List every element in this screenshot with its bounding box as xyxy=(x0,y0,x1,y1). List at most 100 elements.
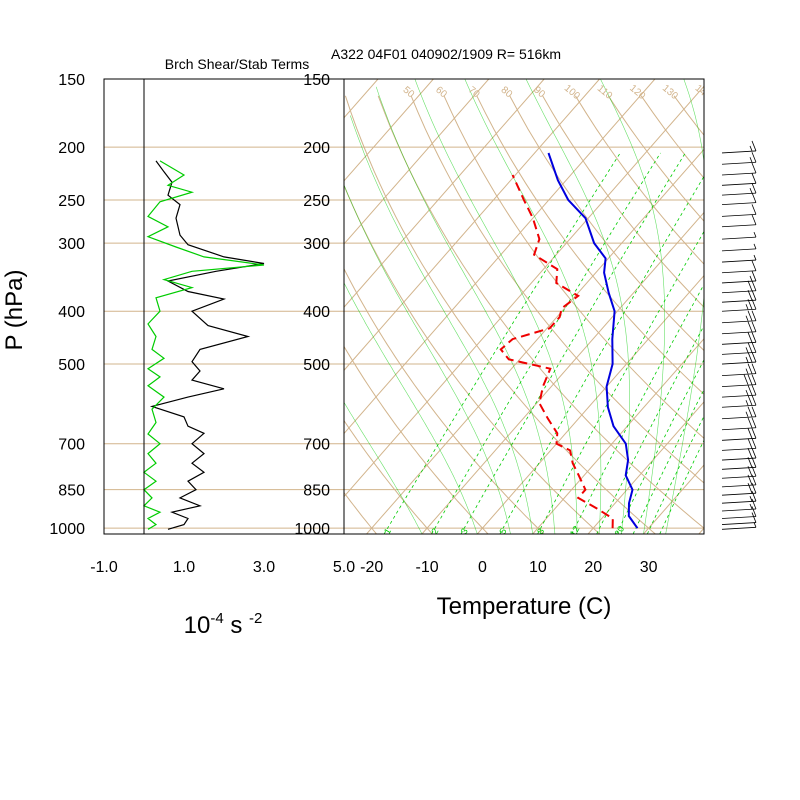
wind-barb-3 xyxy=(721,173,757,186)
mixing-ratio-lines xyxy=(383,152,704,534)
left-series-layer xyxy=(142,160,265,530)
mixing-ratio-line-5 xyxy=(499,175,704,534)
dry-adiabat-label-150: 150 xyxy=(725,83,745,102)
stab-line xyxy=(142,160,265,530)
wind-barb-full-feather xyxy=(751,342,757,353)
x-axis-label-exp1: -4 xyxy=(210,610,223,627)
wind-barb-half-feather xyxy=(745,389,749,396)
wind-barb-staff xyxy=(721,526,757,530)
moist-adiabat-10 xyxy=(350,115,533,534)
mixing-ratio-line-3 xyxy=(460,152,686,534)
wind-barb-full-feather xyxy=(751,457,757,468)
moist-adiabat-0 xyxy=(344,282,478,534)
wind-barb-15 xyxy=(721,299,757,312)
wind-barb-21 xyxy=(721,363,757,376)
skewt-x-tick--20: -20 xyxy=(360,559,383,576)
dry-adiabat-30 xyxy=(344,95,656,534)
wind-barb-staff xyxy=(721,280,757,284)
wind-barb-full-feather xyxy=(751,152,757,163)
mixing-ratio-line-24 xyxy=(632,388,704,534)
skewt-x-tick-10: 10 xyxy=(529,559,547,576)
mixing-ratio-bottom-label-12: 12 xyxy=(568,524,582,538)
x-axis-label-unit: s xyxy=(224,612,249,639)
wind-barb-14 xyxy=(721,290,757,303)
mixing-ratio-bottom-label-2: 2 xyxy=(429,526,440,535)
wind-barb-half-feather xyxy=(745,368,749,374)
skewt-y-tick-250: 250 xyxy=(303,193,330,210)
shear-line xyxy=(149,160,265,530)
wind-barb-32 xyxy=(721,474,757,488)
moist-adiabat-6 xyxy=(344,184,511,534)
wind-barb-full-feather xyxy=(751,290,757,301)
wind-barb-full-feather xyxy=(747,447,753,459)
dry-adiabat-label-80: 80 xyxy=(499,85,515,101)
left-x-tick-labels: -1.0 1.0 3.0 5.0 xyxy=(90,559,355,576)
wind-barb-full-feather xyxy=(747,321,753,332)
dry-adiabat-10 xyxy=(344,267,545,534)
wind-barb-full-feather xyxy=(751,280,757,291)
wind-barb-full-feather xyxy=(751,183,757,194)
wind-barb-full-feather xyxy=(751,506,757,517)
wind-barb-half-feather xyxy=(753,254,757,261)
wind-barb-37 xyxy=(721,512,757,525)
wind-barb-full-feather xyxy=(751,192,757,203)
wind-barb-11 xyxy=(721,260,757,274)
skewt-y-tick-200: 200 xyxy=(303,140,330,157)
wind-barb-full-feather xyxy=(751,351,757,363)
shear-stability-panel: 150 200 250 300 400 500 700 850 1000 -1.0 1.0 3.0 5… xyxy=(1,72,355,639)
dry-adiabat-label-90: 90 xyxy=(531,85,547,101)
dry-adiabat--10 xyxy=(344,419,433,534)
wind-barb-staff xyxy=(721,182,757,186)
wind-barb-staff xyxy=(721,466,757,470)
wind-barb-full-feather xyxy=(751,374,757,385)
moist-adiabat-30 xyxy=(600,79,665,534)
mixing-ratio-bottom-label-1: 1 xyxy=(382,526,393,535)
wind-barb-full-feather xyxy=(751,428,757,439)
wind-barb-24 xyxy=(721,395,757,408)
left-y-tick-1000: 1000 xyxy=(49,521,85,538)
wind-barb-half-feather xyxy=(749,145,753,152)
wind-barb-full-feather xyxy=(751,162,757,174)
wind-barb-full-feather xyxy=(751,466,757,477)
wind-barb-full-feather xyxy=(747,457,753,468)
wind-barb-half-feather xyxy=(749,188,753,194)
wind-barb-staff xyxy=(721,404,757,408)
x-axis-label-exp2: -2 xyxy=(249,610,262,627)
temperature-axis-label: Temperature (C) xyxy=(437,593,612,620)
stab-series xyxy=(142,160,265,530)
wind-barb-full-feather xyxy=(751,384,757,396)
dry-adiabat-label-60: 60 xyxy=(433,85,449,101)
isotherm--50 xyxy=(344,79,600,372)
wind-barb-half-feather xyxy=(749,275,753,282)
wind-barb-full-feather xyxy=(751,310,757,321)
skewt-x-tick-30: 30 xyxy=(640,559,658,576)
wind-barb-full-feather xyxy=(751,321,757,332)
wind-barb-1 xyxy=(721,152,757,165)
skewt-y-tick-700: 700 xyxy=(303,437,330,454)
dry-adiabat-label-100: 100 xyxy=(562,83,582,102)
wind-barb-full-feather xyxy=(751,491,757,502)
wind-barb-staff xyxy=(721,384,757,388)
skewt-y-tick-150: 150 xyxy=(303,72,330,89)
dry-adiabat--30 xyxy=(148,96,321,534)
wind-barb-full-feather xyxy=(747,351,753,363)
wind-barb-20 xyxy=(721,351,757,365)
wind-barb-half-feather xyxy=(753,231,757,238)
wind-barb-10 xyxy=(721,254,757,263)
moist-adiabat-34 xyxy=(665,79,704,534)
moist-adiabat-14 xyxy=(375,86,556,534)
wind-barb-36 xyxy=(721,506,757,519)
wind-barb-38 xyxy=(721,522,757,530)
wind-barb-staff xyxy=(721,427,757,431)
wind-barb-staff xyxy=(721,290,757,294)
skewt-y-tick-300: 300 xyxy=(303,236,330,253)
wind-barb-30 xyxy=(721,457,757,470)
dry-adiabat-label-110: 110 xyxy=(595,83,615,102)
mixing-ratio-line-8 xyxy=(537,230,704,534)
wind-barb-full-feather xyxy=(751,363,757,374)
wind-barb-staff xyxy=(721,270,757,274)
wind-barb-full-feather xyxy=(751,483,757,494)
left-x-tick--1.0: -1.0 xyxy=(90,559,118,576)
wind-barb-full-feather xyxy=(751,417,757,428)
